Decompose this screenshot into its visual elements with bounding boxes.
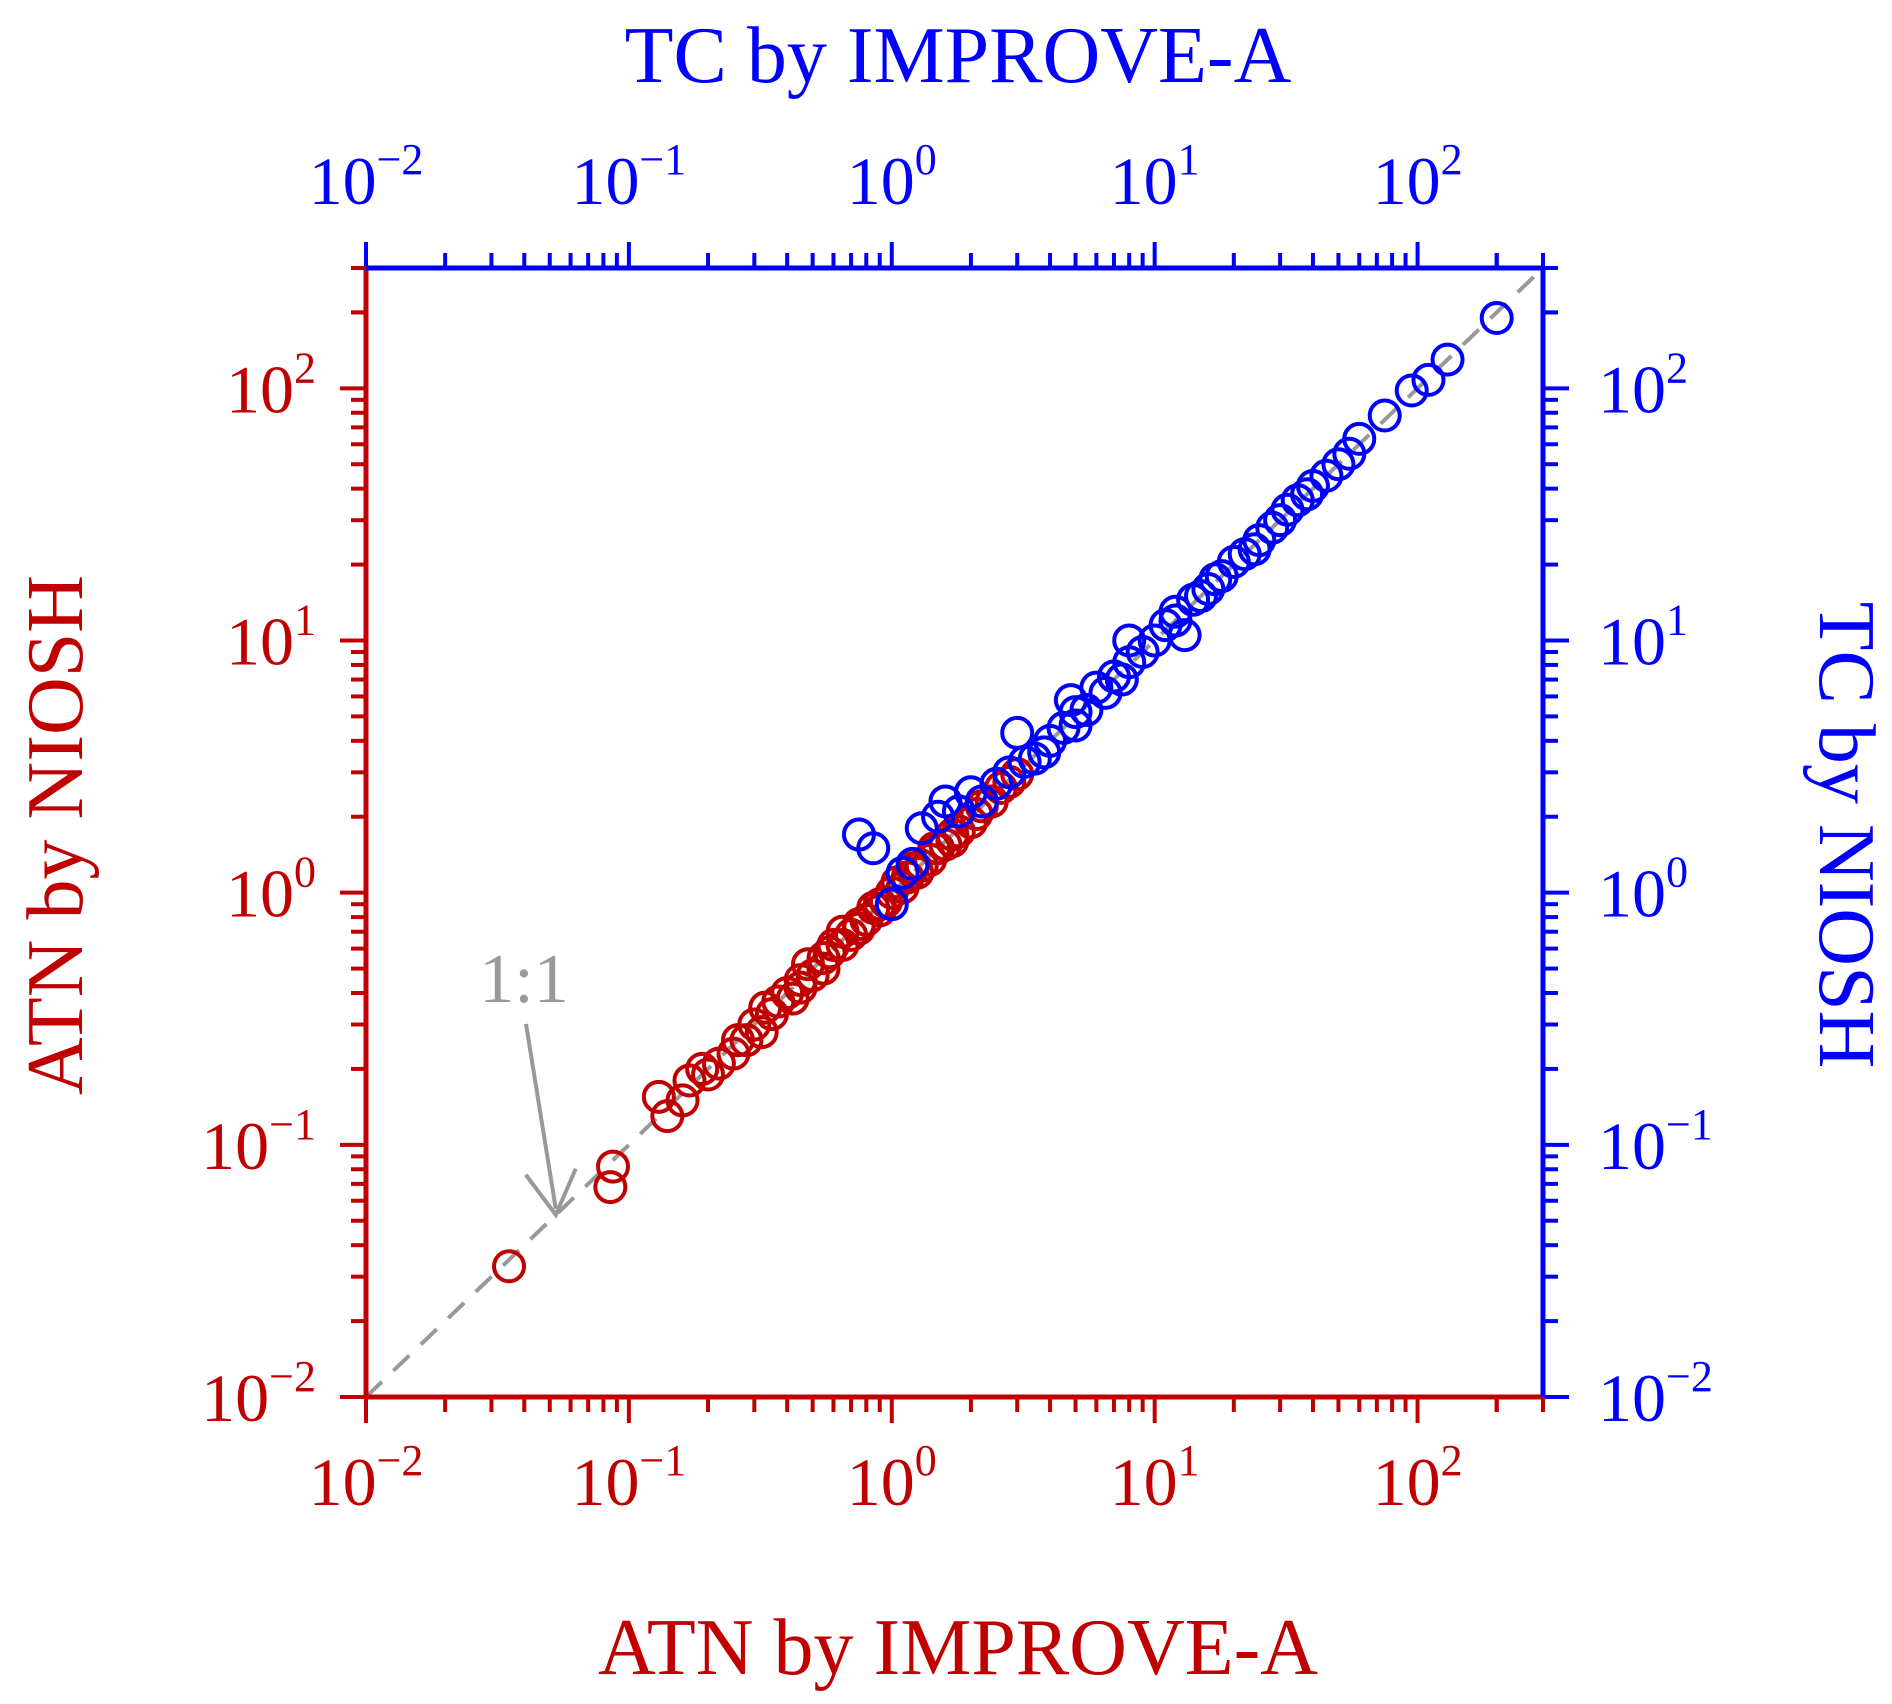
tc-point	[1027, 735, 1062, 770]
right-tick-label: 102	[1598, 343, 1688, 427]
left-tick-label: 101	[226, 595, 316, 679]
axis-labels-layer: TC by IMPROVE-A ATN by IMPROVE-A ATN by …	[12, 12, 1890, 1692]
left-tick-label: 102	[226, 343, 316, 427]
right-tick-label: 10−2	[1598, 1352, 1713, 1436]
left-tick-label: 10−1	[201, 1100, 316, 1184]
atn-point	[641, 1079, 676, 1114]
bottom-tick-label: 100	[847, 1436, 937, 1520]
atn-point	[665, 1083, 700, 1118]
top-tick-label: 102	[1373, 135, 1463, 219]
tc-point	[885, 855, 920, 890]
tc-point	[874, 887, 909, 922]
atn-point	[595, 1149, 630, 1184]
bottom-tick-label: 102	[1373, 1436, 1463, 1520]
right-tick-label: 100	[1598, 848, 1688, 932]
annotation-arrow-shaft	[524, 1023, 558, 1210]
axis-title-bottom: ATN by IMPROVE-A	[598, 1604, 1318, 1692]
tc-point	[1321, 447, 1356, 482]
tc-point	[1394, 373, 1429, 408]
right-tick-label: 101	[1598, 595, 1688, 679]
tc-point	[921, 799, 956, 834]
tc-point	[1309, 458, 1344, 493]
atn-point	[841, 911, 876, 946]
atn-point	[672, 1063, 707, 1098]
tc-point	[1263, 503, 1298, 538]
tc-point	[1430, 342, 1465, 377]
tc-point	[1237, 532, 1272, 567]
tc-point	[1058, 708, 1093, 743]
atn-point	[825, 914, 860, 949]
tc-point	[856, 831, 891, 866]
atn-series	[492, 757, 1035, 1284]
bottom-tick-label: 10−2	[309, 1436, 424, 1520]
top-tick-label: 101	[1110, 135, 1200, 219]
tc-point	[1290, 477, 1325, 512]
tc-point	[941, 794, 976, 829]
left-tick-label: 10−2	[201, 1352, 316, 1436]
tc-point	[1367, 398, 1402, 433]
annotation-arrow-head	[524, 1167, 578, 1219]
tc-series	[841, 301, 1514, 922]
atn-point	[806, 951, 841, 986]
atn-point	[685, 1051, 720, 1086]
tc-point	[1167, 618, 1202, 653]
tc-point	[895, 846, 930, 881]
tc-point	[1411, 362, 1446, 397]
atn-point	[593, 1170, 628, 1205]
axis-title-right: TC by NIOSH	[1802, 602, 1890, 1069]
bottom-tick-label: 101	[1110, 1436, 1200, 1520]
axis-title-left: ATN by NIOSH	[12, 575, 100, 1095]
right-tick-label: 10−1	[1598, 1100, 1713, 1184]
top-tick-label: 100	[847, 135, 937, 219]
tc-point	[1125, 635, 1160, 670]
atn-point	[691, 1057, 726, 1092]
top-tick-label: 10−2	[309, 135, 424, 219]
tc-point	[1158, 594, 1193, 629]
one-to-one-label: 1:1	[479, 941, 568, 1018]
bottom-tick-label: 10−1	[571, 1436, 686, 1520]
annotation-layer: 1:1	[479, 941, 578, 1219]
atn-point	[737, 1007, 772, 1042]
atn-point	[729, 1023, 764, 1058]
left-tick-label: 100	[226, 848, 316, 932]
atn-point	[748, 990, 783, 1025]
tc-point	[1479, 301, 1514, 336]
top-tick-label: 10−1	[571, 135, 686, 219]
atn-point	[783, 970, 818, 1005]
atn-point	[492, 1249, 527, 1284]
tc-point	[1104, 662, 1139, 697]
axis-title-top: TC by IMPROVE-A	[625, 12, 1292, 100]
tc-point	[1342, 421, 1377, 456]
